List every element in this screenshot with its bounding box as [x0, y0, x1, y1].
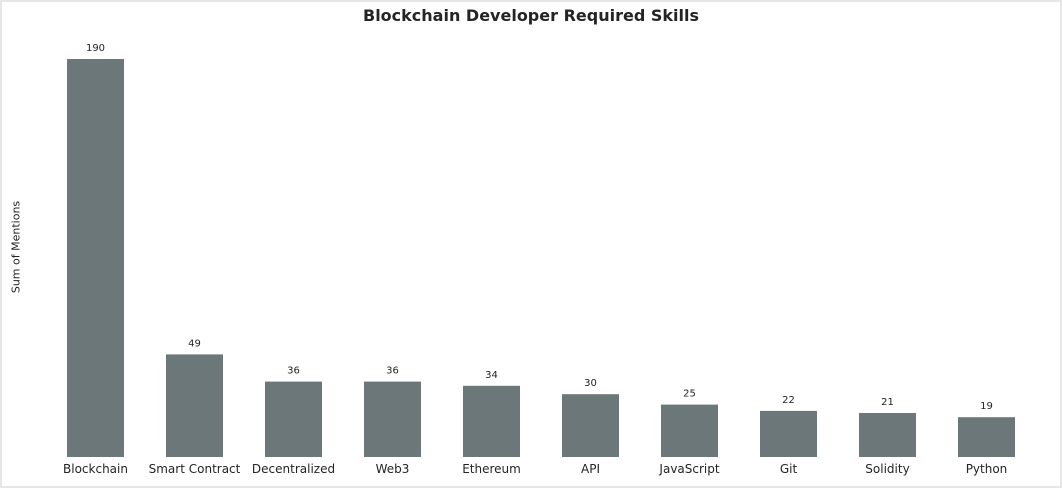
value-label-decentralized: 36	[287, 366, 300, 377]
bar-api[interactable]	[562, 394, 619, 457]
category-label-python: Python	[966, 462, 1008, 476]
category-label-smart-contract: Smart Contract	[149, 462, 241, 476]
bar-ethereum[interactable]	[463, 385, 520, 457]
value-label-smart-contract: 49	[188, 338, 201, 349]
bar-blockchain[interactable]	[67, 59, 124, 457]
bar-decentralized[interactable]	[265, 381, 322, 457]
bar-web3[interactable]	[364, 381, 421, 457]
value-label-api: 30	[584, 378, 597, 389]
category-label-javascript: JavaScript	[658, 462, 719, 476]
category-label-solidity: Solidity	[865, 462, 909, 476]
value-label-blockchain: 190	[86, 43, 105, 54]
value-label-python: 19	[980, 401, 993, 412]
category-label-web3: Web3	[376, 462, 410, 476]
category-label-api: API	[581, 462, 600, 476]
value-label-javascript: 25	[683, 389, 696, 400]
category-label-ethereum: Ethereum	[462, 462, 521, 476]
bar-smart-contract[interactable]	[166, 354, 223, 457]
bar-git[interactable]	[760, 410, 817, 457]
value-label-group: 190 49 36 36 34 30 25 22 21 19	[86, 43, 993, 412]
category-label-decentralized: Decentralized	[252, 462, 335, 476]
category-label-group: Blockchain Smart Contract Decentralized Web…	[63, 462, 1007, 476]
bar-group	[67, 59, 1015, 457]
bar-solidity[interactable]	[859, 413, 916, 457]
category-label-blockchain: Blockchain	[63, 462, 128, 476]
value-label-ethereum: 34	[485, 370, 498, 381]
bar-javascript[interactable]	[661, 404, 718, 457]
value-label-solidity: 21	[881, 397, 894, 408]
bar-python[interactable]	[958, 417, 1015, 457]
chart-title: Blockchain Developer Required Skills	[363, 6, 699, 25]
value-label-git: 22	[782, 395, 795, 406]
value-label-web3: 36	[386, 366, 399, 377]
category-label-git: Git	[780, 462, 798, 476]
